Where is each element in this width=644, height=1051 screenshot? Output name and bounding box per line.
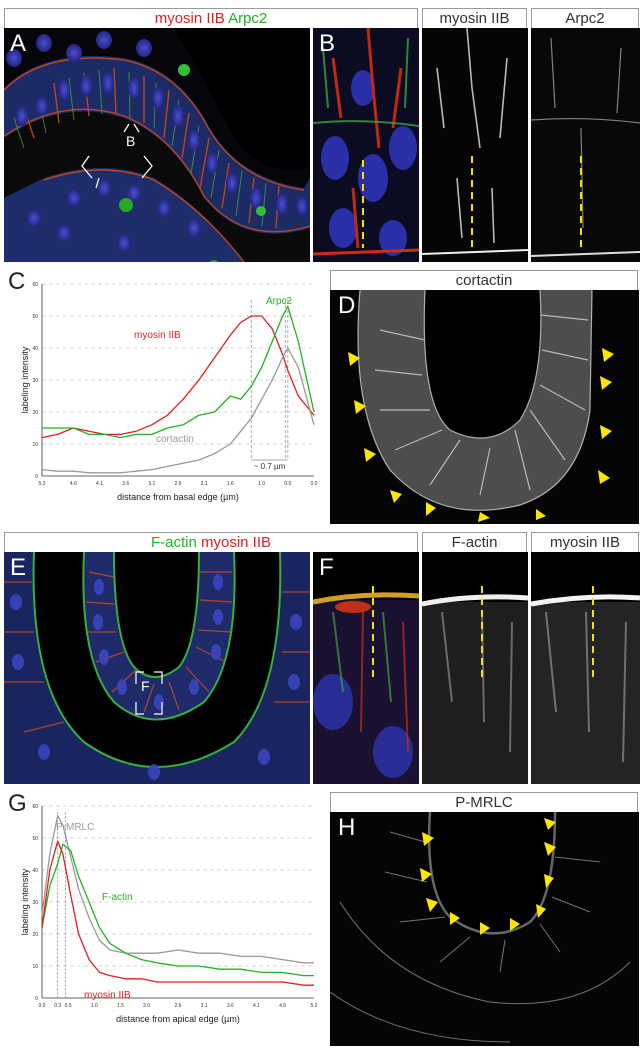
- panel-f-letter: F: [319, 554, 334, 581]
- y-tick-label: 30: [32, 900, 38, 906]
- panel-e-image: E F: [4, 552, 310, 784]
- header-panel-b-mid: myosin IIB: [422, 8, 527, 28]
- header-e-factin: F-actin: [150, 534, 197, 551]
- x-tick-label: 1.0: [258, 481, 265, 487]
- header-panel-f-right: myosin IIB: [531, 532, 639, 552]
- panel-e-letter: E: [10, 554, 27, 581]
- panel-a-inset-label: B: [126, 133, 136, 149]
- header-panel-h: P-MRLC: [330, 792, 638, 812]
- panel-f-myosin-image: [531, 552, 640, 784]
- x-tick-label: 0.3: [54, 1003, 61, 1009]
- panel-h-image: H: [330, 812, 639, 1046]
- y-tick-label: 40: [32, 868, 38, 874]
- x-tick-label: 4.1: [96, 481, 103, 487]
- y-tick-label: 20: [32, 932, 38, 938]
- x-tick-label: 0.0: [311, 481, 318, 487]
- y-tick-label: 50: [32, 836, 38, 842]
- distance-annotation: ~ 0.7 µm: [254, 462, 286, 471]
- y-tick-label: 10: [32, 442, 38, 448]
- panel-g-chart: 0 10 20 30 40 50 60 0.0 0.3 0.5 1.0 1.5 2.0 2.6 3.1 3.6…: [4, 788, 322, 1046]
- panel-b-arpc2-image: [531, 28, 640, 262]
- panel-e-inset-label: F: [141, 678, 150, 694]
- series-line-myosin-iib: [41, 840, 314, 986]
- series-line-arpc2: [42, 305, 315, 439]
- x-tick-label: 1.0: [91, 1003, 98, 1009]
- y-axis-label: labeling intensity: [20, 346, 30, 413]
- x-tick-label: 0.5: [65, 1003, 72, 1009]
- header-panel-d: cortactin: [330, 270, 638, 290]
- x-tick-label: 4.6: [279, 1003, 286, 1009]
- series-label: cortactin: [156, 434, 194, 445]
- panel-b-merge-image: B: [313, 28, 419, 262]
- y-tick-label: 0: [35, 474, 38, 480]
- series-label: P-MRLC: [56, 822, 94, 833]
- y-tick-label: 20: [32, 410, 38, 416]
- series-line-cortactin: [41, 347, 315, 474]
- x-tick-label: 4.1: [253, 1003, 260, 1009]
- y-tick-label: 30: [32, 378, 38, 384]
- panel-d-letter: D: [338, 292, 356, 319]
- x-tick-label: 2.6: [175, 1003, 182, 1009]
- panel-b-myosin-image: [422, 28, 528, 262]
- header-panel-e: F-actin myosin IIB: [4, 532, 418, 552]
- x-tick-label: 1.6: [227, 481, 234, 487]
- x-tick-label: 5.2: [311, 1003, 318, 1009]
- x-tick-label: 5.2: [39, 481, 46, 487]
- panel-g-letter: G: [8, 790, 27, 817]
- y-tick-label: 50: [32, 314, 38, 320]
- y-axis-label: labeling intensity: [20, 868, 30, 935]
- panel-a-letter: A: [10, 30, 27, 57]
- x-tick-label: 3.1: [148, 481, 155, 487]
- panel-f-merge-image: F: [313, 552, 419, 784]
- series-label: myosin IIB: [84, 990, 131, 1001]
- panel-c-chart: 0 10 20 30 40 50 60 5.2 4.6 4.1 3.6 3.1 2.6 2.1 1.6 1.0…: [4, 266, 322, 526]
- x-tick-label: 0.5: [284, 481, 291, 487]
- y-tick-label: 10: [32, 964, 38, 970]
- x-tick-label: 4.6: [70, 481, 77, 487]
- x-tick-label: 1.5: [117, 1003, 124, 1009]
- panel-a-image: A B: [4, 28, 310, 262]
- series-label: Arpc2: [266, 296, 293, 307]
- panel-b-letter: B: [319, 30, 336, 57]
- panel-f-factin-image: [422, 552, 528, 784]
- header-panel-a: myosin IIB Arpc2: [4, 8, 418, 28]
- x-tick-label: 3.1: [201, 1003, 208, 1009]
- series-label: myosin IIB: [134, 330, 181, 341]
- x-tick-label: 3.6: [227, 1003, 234, 1009]
- series-label: F-actin: [102, 892, 133, 903]
- header-panel-f-mid: F-actin: [422, 532, 527, 552]
- panel-c-letter: C: [8, 268, 26, 295]
- header-e-myosin: myosin IIB: [200, 534, 272, 551]
- y-tick-label: 0: [35, 996, 38, 1002]
- x-tick-label: 0.0: [39, 1003, 46, 1009]
- series-line-p-mrlc: [41, 814, 314, 964]
- y-tick-label: 60: [32, 282, 38, 288]
- series-line-f-actin: [41, 843, 314, 977]
- x-tick-label: 3.6: [122, 481, 129, 487]
- header-a-myosin: myosin IIB: [154, 10, 225, 27]
- panel-h-letter: H: [338, 814, 356, 841]
- x-tick-label: 2.6: [175, 481, 182, 487]
- header-panel-b-right: Arpc2: [531, 8, 639, 28]
- x-tick-label: 2.0: [143, 1003, 150, 1009]
- series-line-myosin-iib: [41, 315, 315, 439]
- x-tick-label: 2.1: [201, 481, 208, 487]
- y-tick-label: 40: [32, 346, 38, 352]
- x-axis-label: distance from apical edge (µm): [116, 1014, 240, 1024]
- panel-d-image: D: [330, 290, 639, 524]
- y-tick-label: 60: [32, 804, 38, 810]
- x-axis-label: distance from basal edge (µm): [117, 492, 239, 502]
- header-a-arpc2: Arpc2: [228, 10, 268, 27]
